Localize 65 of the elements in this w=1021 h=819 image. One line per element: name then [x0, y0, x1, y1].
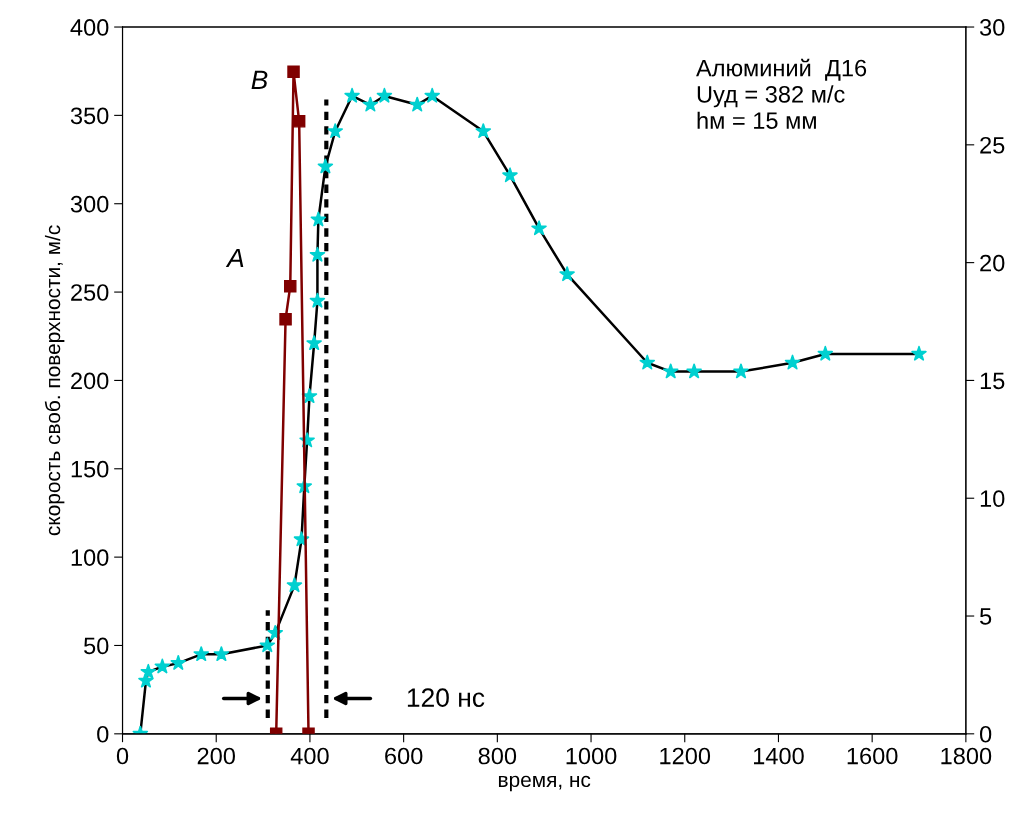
point — [306, 335, 322, 351]
y2-tick-label: 10 — [980, 490, 1005, 508]
point — [259, 637, 276, 653]
point — [309, 246, 326, 262]
x-tick-label: 1800 — [941, 747, 992, 765]
annotation: 120 нс — [407, 688, 485, 707]
y-tick-label: 300 — [70, 195, 109, 213]
x-tick-label: 800 — [478, 747, 517, 765]
point — [317, 158, 334, 174]
point — [362, 96, 379, 112]
point — [193, 646, 209, 662]
y2-tick-label: 0 — [979, 725, 992, 743]
x-tick-label: 1400 — [754, 747, 804, 765]
point — [376, 87, 393, 103]
point — [409, 96, 425, 112]
point — [154, 658, 171, 674]
x-axis-title: время, нс — [498, 775, 591, 792]
point — [213, 646, 230, 662]
point — [784, 354, 801, 370]
point — [170, 655, 187, 670]
point — [344, 87, 360, 103]
point — [424, 87, 440, 103]
y2-tick-label: 30 — [979, 19, 1005, 36]
x-tick-label: 400 — [290, 747, 329, 765]
annotation: Алюминий Д16 Uуд = 382 м/с hм = 15 мм — [696, 58, 867, 129]
y-tick-label: 200 — [71, 372, 109, 390]
point — [284, 279, 297, 293]
point — [531, 220, 547, 236]
y-tick-label: 100 — [71, 549, 109, 566]
y-tick-label: 150 — [71, 460, 109, 478]
y-tick-label: 350 — [70, 107, 109, 125]
point — [911, 345, 927, 361]
x-tick-label: 0 — [116, 747, 129, 765]
annotation: B — [251, 70, 268, 89]
point — [639, 354, 656, 370]
point — [686, 363, 702, 379]
x-tick-label: 200 — [197, 747, 235, 765]
point — [502, 167, 518, 183]
point — [559, 266, 575, 282]
x-tick-label: 1000 — [566, 747, 617, 765]
x-tick-label: 600 — [385, 747, 423, 765]
point — [475, 123, 492, 139]
x-tick-label: 1200 — [660, 747, 711, 765]
point — [310, 211, 327, 227]
y-tick-label: 250 — [71, 284, 109, 301]
point — [140, 663, 157, 679]
y2-tick-label: 25 — [980, 136, 1005, 154]
y2-tick-label: 5 — [980, 608, 992, 625]
point — [279, 312, 292, 326]
point — [817, 345, 834, 361]
x-tick-label: 1600 — [847, 747, 898, 765]
point — [292, 115, 306, 128]
point — [662, 363, 679, 379]
point — [327, 123, 343, 139]
y-tick-label: 50 — [84, 637, 109, 655]
y-tick-label: 400 — [70, 19, 109, 36]
y2-tick-label: 15 — [980, 372, 1005, 390]
point — [286, 577, 303, 593]
y-axis-title: скорость своб. поверхности, м/с — [44, 225, 65, 536]
y-tick-label: 0 — [97, 725, 109, 743]
point — [287, 65, 300, 79]
point — [733, 363, 749, 379]
annotation: A — [225, 248, 244, 268]
point — [309, 292, 326, 308]
y2-tick-label: 20 — [980, 254, 1005, 272]
